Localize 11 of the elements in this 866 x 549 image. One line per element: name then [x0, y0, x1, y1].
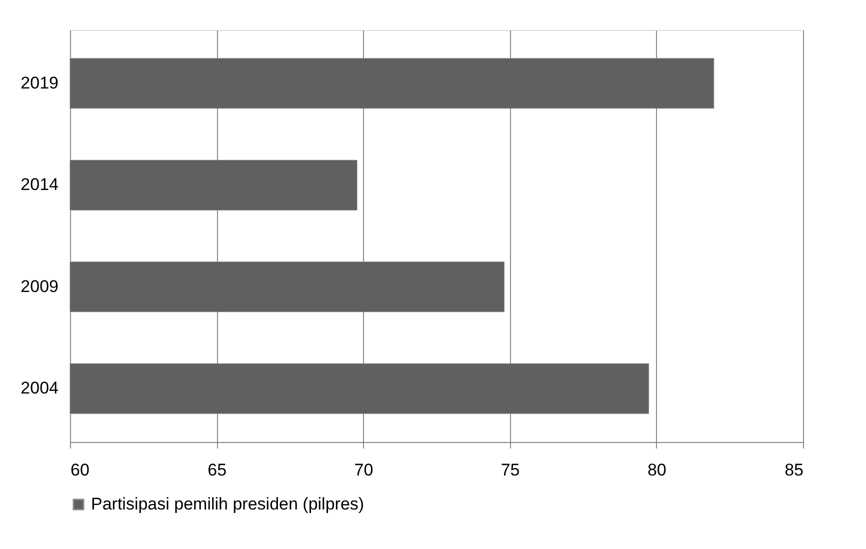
y-tick-label: 2019 — [20, 73, 58, 92]
x-tick-label: 60 — [70, 460, 90, 480]
x-tick-label: 75 — [500, 460, 520, 480]
y-tick-label: 2009 — [20, 276, 58, 296]
x-tick-label: 85 — [784, 460, 804, 480]
y-tick-label: 2014 — [20, 175, 58, 194]
y-tick-label: 2004 — [20, 378, 58, 398]
legend-label: Partisipasi pemilih presiden (pilpres) — [91, 494, 364, 514]
x-tick-label: 80 — [647, 460, 666, 480]
x-tick-label: 70 — [354, 460, 374, 480]
x-tick-label: 65 — [208, 460, 227, 480]
